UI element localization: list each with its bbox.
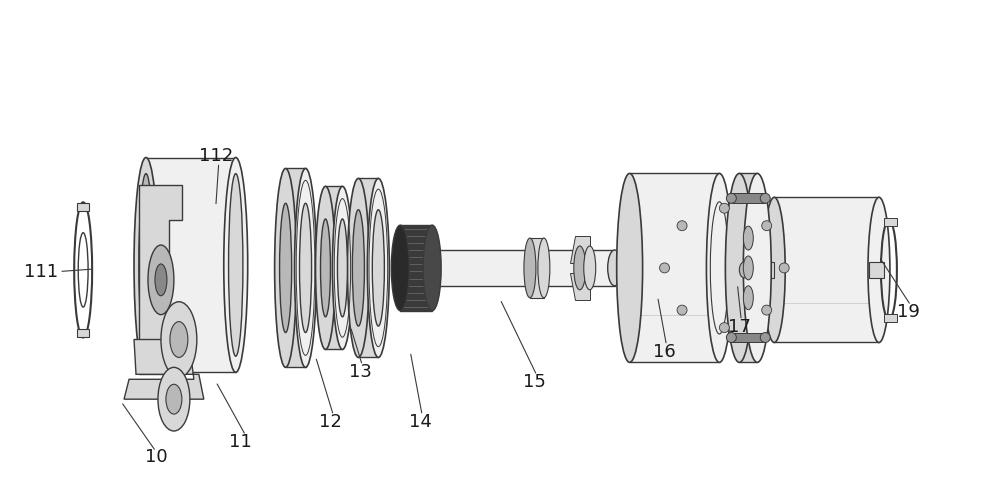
Ellipse shape	[166, 384, 182, 414]
Polygon shape	[124, 340, 204, 399]
Text: 16: 16	[653, 343, 676, 361]
Polygon shape	[731, 332, 765, 343]
Polygon shape	[744, 262, 774, 278]
Ellipse shape	[352, 210, 364, 326]
Text: 111: 111	[24, 263, 58, 281]
Ellipse shape	[316, 187, 335, 350]
Polygon shape	[731, 193, 765, 203]
Ellipse shape	[739, 262, 749, 278]
Text: 19: 19	[897, 302, 920, 320]
Ellipse shape	[321, 219, 330, 317]
Ellipse shape	[617, 174, 643, 362]
Ellipse shape	[726, 193, 736, 203]
Ellipse shape	[725, 174, 753, 362]
Polygon shape	[739, 174, 757, 362]
Ellipse shape	[762, 221, 772, 231]
Polygon shape	[570, 273, 590, 300]
Ellipse shape	[743, 174, 771, 362]
Ellipse shape	[719, 322, 729, 332]
Ellipse shape	[139, 174, 153, 356]
Text: 10: 10	[145, 448, 167, 466]
Polygon shape	[570, 236, 590, 263]
Polygon shape	[400, 250, 615, 286]
Polygon shape	[530, 238, 544, 298]
Ellipse shape	[393, 250, 407, 286]
Ellipse shape	[677, 221, 687, 231]
Ellipse shape	[706, 174, 732, 362]
Ellipse shape	[779, 263, 789, 273]
Text: 13: 13	[349, 363, 372, 381]
Text: 12: 12	[319, 412, 342, 431]
Ellipse shape	[719, 203, 729, 213]
Ellipse shape	[760, 332, 770, 343]
Ellipse shape	[224, 157, 248, 372]
Ellipse shape	[608, 250, 622, 286]
Polygon shape	[884, 218, 897, 226]
Ellipse shape	[367, 179, 389, 358]
Ellipse shape	[574, 246, 586, 290]
Polygon shape	[286, 169, 306, 367]
Polygon shape	[325, 187, 342, 350]
Ellipse shape	[280, 203, 292, 332]
Ellipse shape	[170, 321, 188, 358]
Polygon shape	[77, 328, 89, 337]
Polygon shape	[146, 157, 236, 372]
Ellipse shape	[161, 302, 197, 377]
Ellipse shape	[134, 157, 158, 372]
Ellipse shape	[391, 225, 409, 311]
Polygon shape	[630, 174, 719, 362]
Ellipse shape	[760, 193, 770, 203]
Polygon shape	[869, 262, 884, 278]
Text: 15: 15	[523, 373, 546, 390]
Text: 14: 14	[409, 412, 432, 431]
Text: 112: 112	[199, 147, 233, 165]
Ellipse shape	[275, 169, 297, 367]
Ellipse shape	[372, 210, 384, 326]
Ellipse shape	[584, 246, 596, 290]
Ellipse shape	[743, 256, 753, 280]
Polygon shape	[358, 179, 378, 358]
Ellipse shape	[295, 169, 317, 367]
Ellipse shape	[332, 187, 352, 350]
Polygon shape	[884, 314, 897, 321]
Ellipse shape	[300, 203, 312, 332]
Ellipse shape	[660, 263, 670, 273]
Ellipse shape	[677, 305, 687, 315]
Ellipse shape	[158, 367, 190, 431]
Ellipse shape	[423, 225, 441, 311]
Polygon shape	[774, 197, 879, 343]
Ellipse shape	[524, 238, 536, 298]
Polygon shape	[400, 225, 432, 311]
Ellipse shape	[337, 219, 347, 317]
Text: 17: 17	[728, 317, 751, 336]
Ellipse shape	[155, 264, 167, 296]
Ellipse shape	[743, 226, 753, 250]
Ellipse shape	[868, 197, 890, 343]
Ellipse shape	[726, 332, 736, 343]
Text: 11: 11	[229, 433, 252, 451]
Ellipse shape	[229, 174, 243, 356]
Polygon shape	[139, 186, 182, 374]
Polygon shape	[580, 246, 590, 290]
Ellipse shape	[762, 305, 772, 315]
Ellipse shape	[347, 179, 369, 358]
Ellipse shape	[148, 245, 174, 315]
Polygon shape	[77, 203, 89, 211]
Ellipse shape	[538, 238, 550, 298]
Ellipse shape	[743, 286, 753, 310]
Ellipse shape	[763, 197, 785, 343]
